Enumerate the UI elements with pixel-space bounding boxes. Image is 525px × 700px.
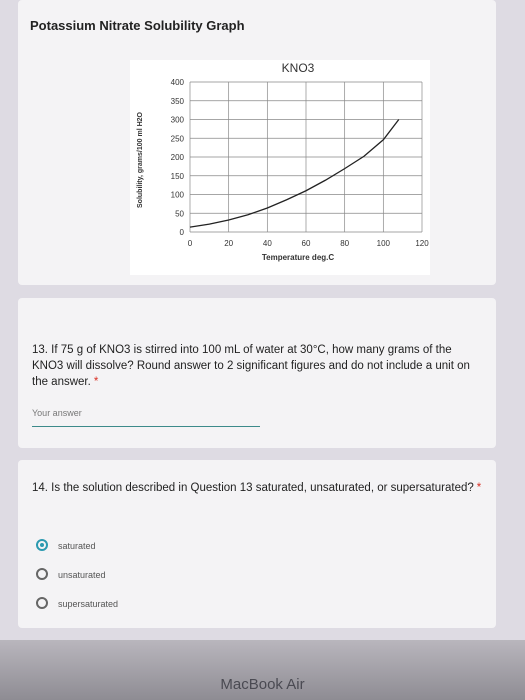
answer-input[interactable]: Your answer	[32, 408, 260, 427]
x-tick-label: 80	[340, 239, 349, 248]
x-tick-label: 120	[415, 239, 429, 248]
y-tick-label: 50	[175, 209, 184, 218]
question-card: 14. Is the solution described in Questio…	[18, 460, 496, 628]
data-line	[189, 119, 400, 228]
y-tick-label: 400	[171, 78, 185, 87]
y-tick-label: 250	[171, 134, 185, 143]
laptop-bezel: MacBook Air	[0, 640, 525, 700]
form-title: Potassium Nitrate Solubility Graph	[30, 18, 245, 33]
option-label: saturated	[58, 541, 96, 551]
chart-title: KNO3	[282, 61, 315, 75]
question-label: 13. If 75 g of KNO3 is stirred into 100 …	[32, 344, 470, 388]
question-text: 14. Is the solution described in Questio…	[32, 480, 482, 496]
y-tick-label: 350	[171, 97, 185, 106]
chart: KNO3 Temperature deg.C Solubility, grams…	[130, 60, 430, 275]
y-tick-label: 200	[171, 153, 185, 162]
y-axis-label: Solubility, grams/100 ml H2O	[137, 111, 144, 208]
y-tick-label: 300	[171, 116, 185, 125]
y-tick-label: 100	[171, 191, 185, 200]
x-axis-label: Temperature deg.C	[262, 253, 335, 262]
device-brand: MacBook Air	[220, 676, 305, 693]
x-tick-label: 0	[188, 239, 193, 248]
x-tick-label: 100	[377, 239, 391, 248]
x-tick-label: 60	[302, 239, 311, 248]
radio-button[interactable]	[36, 568, 48, 580]
y-tick-label: 150	[171, 172, 185, 181]
question-card: 13. If 75 g of KNO3 is stirred into 100 …	[18, 298, 496, 448]
radio-button[interactable]	[36, 539, 48, 551]
question-label: 14. Is the solution described in Questio…	[32, 482, 474, 494]
x-tick-label: 20	[224, 239, 233, 248]
required-mark: *	[93, 376, 99, 388]
screen: Potassium Nitrate Solubility Graph KNO3 …	[0, 0, 525, 640]
chart-card: Potassium Nitrate Solubility Graph KNO3 …	[18, 0, 496, 285]
radio-button[interactable]	[36, 597, 48, 609]
y-tick-label: 0	[180, 228, 185, 237]
x-tick-label: 40	[263, 239, 272, 248]
option-label: unsaturated	[58, 570, 106, 580]
required-mark: *	[476, 482, 482, 494]
question-text: 13. If 75 g of KNO3 is stirred into 100 …	[32, 342, 482, 390]
option-label: supersaturated	[58, 599, 119, 609]
